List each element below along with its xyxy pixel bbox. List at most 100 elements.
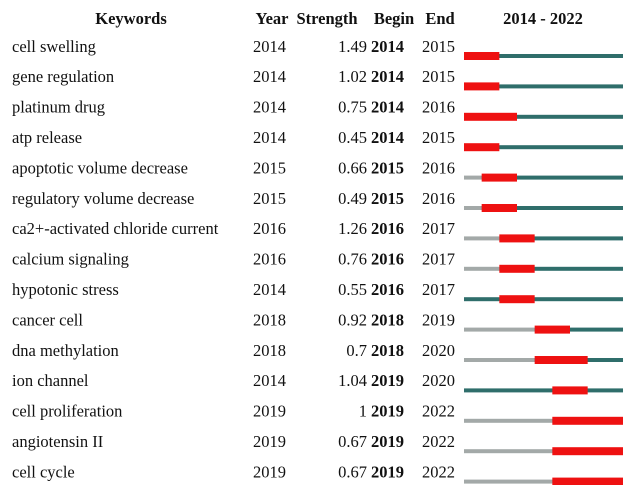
strength: 0.7 bbox=[346, 341, 367, 360]
year: 2019 bbox=[253, 402, 286, 421]
keyword: angiotensin II bbox=[12, 432, 103, 451]
begin: 2015 bbox=[371, 189, 404, 208]
year: 2015 bbox=[253, 189, 286, 208]
active-segment bbox=[534, 327, 623, 332]
end: 2016 bbox=[422, 189, 455, 208]
burst-segment bbox=[499, 234, 535, 243]
active-segment bbox=[464, 297, 623, 302]
begin: 2019 bbox=[371, 462, 404, 481]
keyword: calcium signaling bbox=[12, 250, 129, 269]
year: 2018 bbox=[253, 341, 286, 360]
keyword: atp release bbox=[12, 128, 82, 147]
burst-segment bbox=[481, 204, 517, 212]
keyword: cancer cell bbox=[12, 310, 83, 329]
end: 2017 bbox=[422, 250, 455, 269]
pre-year-segment bbox=[464, 479, 553, 484]
strength: 1 bbox=[359, 402, 367, 421]
year: 2014 bbox=[253, 280, 286, 299]
strength: 0.92 bbox=[338, 310, 367, 329]
strength: 1.02 bbox=[338, 67, 367, 86]
year: 2014 bbox=[253, 37, 286, 56]
strength: 0.76 bbox=[338, 250, 367, 269]
active-segment bbox=[499, 236, 623, 241]
end: 2016 bbox=[422, 158, 455, 177]
burst-segment bbox=[499, 264, 535, 273]
strength: 0.75 bbox=[338, 98, 367, 117]
end: 2017 bbox=[422, 219, 455, 238]
year: 2014 bbox=[253, 371, 286, 390]
burst-segment bbox=[534, 325, 570, 334]
active-segment bbox=[464, 84, 623, 89]
pre-year-segment bbox=[464, 266, 500, 271]
burst-segment bbox=[534, 356, 588, 364]
begin: 2015 bbox=[371, 158, 404, 177]
pre-year-segment bbox=[464, 358, 535, 362]
strength: 0.55 bbox=[338, 280, 367, 299]
burst-segment bbox=[464, 112, 517, 121]
keyword: cell cycle bbox=[12, 462, 75, 481]
year: 2016 bbox=[253, 219, 286, 238]
keyword: apoptotic volume decrease bbox=[12, 158, 188, 177]
end: 2015 bbox=[422, 67, 455, 86]
end: 2019 bbox=[422, 310, 455, 329]
strength: 1.04 bbox=[338, 371, 367, 390]
year: 2016 bbox=[253, 250, 286, 269]
header-keyword: Keywords bbox=[95, 9, 167, 28]
burst-segment bbox=[552, 416, 623, 425]
begin: 2018 bbox=[371, 310, 404, 329]
burst-segment bbox=[499, 295, 535, 304]
keyword: ca2+-activated chloride current bbox=[12, 219, 219, 238]
end: 2022 bbox=[422, 402, 455, 421]
burst-segment bbox=[464, 52, 500, 60]
pre-year-segment bbox=[464, 206, 482, 210]
end: 2017 bbox=[422, 280, 455, 299]
burst-segment bbox=[552, 386, 588, 395]
strength: 1.26 bbox=[338, 219, 367, 238]
begin: 2016 bbox=[371, 250, 404, 269]
active-segment bbox=[464, 54, 623, 58]
year: 2015 bbox=[253, 158, 286, 177]
end: 2016 bbox=[422, 98, 455, 117]
pre-year-segment bbox=[464, 175, 482, 180]
keyword: cell swelling bbox=[12, 37, 96, 56]
year: 2014 bbox=[253, 67, 286, 86]
header-timeline: 2014 - 2022 bbox=[503, 9, 583, 28]
begin: 2016 bbox=[371, 280, 404, 299]
keyword: hypotonic stress bbox=[12, 280, 119, 299]
burst-segment bbox=[464, 82, 500, 91]
strength: 0.45 bbox=[338, 128, 367, 147]
begin: 2019 bbox=[371, 432, 404, 451]
begin: 2018 bbox=[371, 341, 404, 360]
active-segment bbox=[481, 175, 623, 180]
end: 2020 bbox=[422, 341, 455, 360]
burst-segment bbox=[552, 477, 623, 486]
begin: 2014 bbox=[371, 128, 404, 147]
year: 2019 bbox=[253, 432, 286, 451]
header-year: Year bbox=[256, 9, 289, 28]
header-strength: Strength bbox=[296, 9, 357, 28]
end: 2022 bbox=[422, 462, 455, 481]
end: 2022 bbox=[422, 432, 455, 451]
year: 2014 bbox=[253, 98, 286, 117]
begin: 2019 bbox=[371, 371, 404, 390]
active-segment bbox=[481, 206, 623, 210]
strength: 0.49 bbox=[338, 189, 367, 208]
pre-year-segment bbox=[464, 418, 553, 423]
burst-segment bbox=[464, 143, 500, 152]
pre-year-segment bbox=[464, 449, 553, 454]
year: 2014 bbox=[253, 128, 286, 147]
keyword: cell proliferation bbox=[12, 402, 122, 421]
begin: 2014 bbox=[371, 67, 404, 86]
pre-year-segment bbox=[464, 236, 500, 241]
strength: 1.49 bbox=[338, 37, 367, 56]
begin: 2014 bbox=[371, 98, 404, 117]
active-segment bbox=[464, 388, 623, 393]
keyword: regulatory volume decrease bbox=[12, 189, 194, 208]
header-end: End bbox=[425, 9, 454, 28]
keyword: gene regulation bbox=[12, 67, 114, 86]
active-segment bbox=[464, 114, 623, 119]
keyword: ion channel bbox=[12, 371, 89, 390]
burst-segment bbox=[481, 173, 517, 182]
begin: 2019 bbox=[371, 402, 404, 421]
